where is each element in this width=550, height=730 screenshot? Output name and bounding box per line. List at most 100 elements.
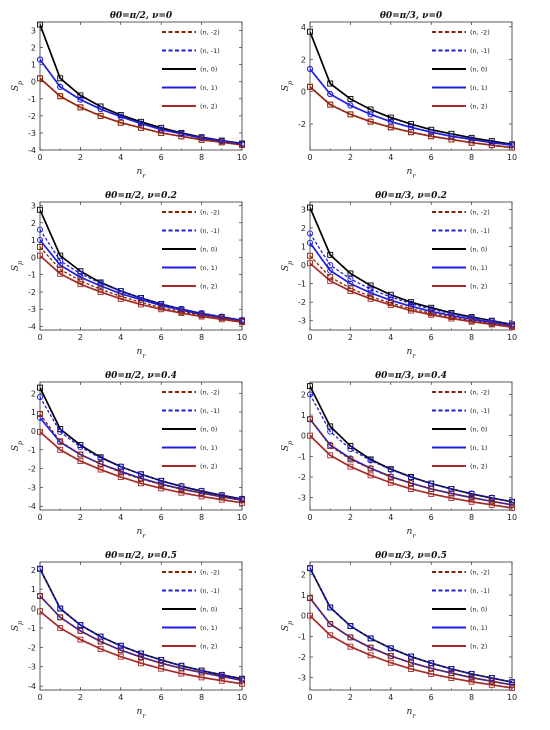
y-axis-label: Sp bbox=[281, 80, 294, 91]
x-tick-label: 10 bbox=[237, 693, 247, 702]
data-point-s1-1 bbox=[327, 443, 334, 449]
data-point-s2-3 bbox=[367, 286, 374, 293]
data-point-s1-2 bbox=[77, 451, 84, 458]
panel-title: θ0=π/2, ν=0 bbox=[110, 11, 173, 21]
data-point-s1-6 bbox=[428, 310, 435, 317]
y-axis-label: Sp bbox=[11, 80, 24, 91]
legend-label-4: (n, 1) bbox=[200, 264, 217, 272]
data-point-s2-6 bbox=[428, 480, 435, 487]
series-line-2 bbox=[40, 59, 242, 145]
y-tick-label: 2 bbox=[301, 390, 306, 399]
data-point-s5-0 bbox=[37, 608, 43, 615]
x-axis-label-main: n bbox=[407, 707, 413, 717]
data-point-s1-7 bbox=[178, 486, 185, 493]
data-point-s2-9 bbox=[218, 138, 225, 145]
y-axis-label-main: S bbox=[281, 265, 291, 271]
data-point-s1-2 bbox=[77, 627, 84, 634]
data-point-s2-3 bbox=[97, 105, 104, 113]
data-point-s2-9 bbox=[488, 139, 495, 146]
data-point-s2-4 bbox=[117, 463, 124, 470]
legend-label-4: (n, 1) bbox=[200, 84, 217, 92]
data-point-s1-2 bbox=[347, 111, 354, 118]
y-axis-label: Sp bbox=[11, 260, 24, 271]
y-axis-label-main: S bbox=[281, 625, 291, 631]
data-point-s3-4 bbox=[387, 114, 394, 121]
data-point-s1-0 bbox=[37, 592, 43, 599]
data-point-s1-1 bbox=[57, 93, 64, 100]
y-tick-label: 1 bbox=[31, 585, 36, 594]
x-tick-label: 10 bbox=[237, 153, 247, 162]
y-tick-label: 2 bbox=[31, 219, 36, 228]
data-point-s1-4 bbox=[117, 647, 124, 654]
data-point-s2-9 bbox=[218, 491, 225, 498]
data-point-s3-1 bbox=[327, 80, 334, 87]
x-tick-label: 10 bbox=[507, 693, 517, 702]
data-point-s2-9 bbox=[488, 494, 495, 501]
data-point-s5-1 bbox=[327, 277, 334, 284]
data-point-s2-4 bbox=[117, 642, 124, 649]
y-axis-label: Sp bbox=[281, 440, 294, 451]
data-point-s5-6 bbox=[428, 670, 435, 677]
x-tick-label: 10 bbox=[507, 153, 517, 162]
legend-label-3: (n, 0) bbox=[470, 66, 487, 74]
data-point-s1-6 bbox=[158, 660, 165, 667]
panel-title: θ0=π/3, ν=0.5 bbox=[375, 551, 447, 561]
y-tick-label: -1 bbox=[28, 624, 36, 633]
chart-panel-7: θ0=π/2, ν=0.5 0 2 4 6 8 10 -4 -3 -2 -1 0 1 2 nr Sp (n, -… bbox=[11, 551, 247, 720]
chart-panel-6: θ0=π/3, ν=0.4 0 2 4 6 8 10 -3 -2 -1 0 1 2 nr Sp (n, -2)… bbox=[281, 371, 517, 540]
data-point-s1-7 bbox=[178, 133, 185, 140]
data-point-s1-0 bbox=[307, 595, 313, 602]
data-point-s5-2 bbox=[77, 281, 84, 288]
data-point-s2-0 bbox=[36, 56, 44, 63]
x-axis-label-sub: r bbox=[412, 352, 416, 360]
data-point-s2-6 bbox=[158, 477, 165, 484]
data-point-s5-6 bbox=[158, 485, 165, 492]
x-axis-label-main: n bbox=[137, 347, 143, 357]
data-point-s1-7 bbox=[448, 136, 455, 143]
y-tick-label: -1 bbox=[298, 452, 306, 461]
data-point-s1-4 bbox=[387, 124, 394, 131]
y-tick-label: -2 bbox=[298, 120, 306, 129]
data-point-s4-2 bbox=[77, 274, 84, 281]
series-line-5 bbox=[310, 262, 512, 329]
y-axis-label-main: S bbox=[281, 85, 291, 91]
x-axis-label: nr bbox=[137, 167, 147, 180]
series-line-5 bbox=[310, 615, 512, 689]
series-line-1 bbox=[310, 597, 512, 686]
y-axis-label-sub: p bbox=[286, 80, 294, 85]
data-point-s1-2 bbox=[77, 277, 84, 284]
y-tick-label: -2 bbox=[298, 653, 306, 662]
y-tick-label: -2 bbox=[298, 473, 306, 482]
y-tick-label: -3 bbox=[298, 494, 306, 503]
data-point-s5-4 bbox=[117, 653, 124, 660]
data-point-s2-0 bbox=[36, 394, 44, 401]
x-axis-label: nr bbox=[407, 527, 417, 540]
data-point-s2-7 bbox=[448, 485, 455, 492]
data-point-s2-1 bbox=[57, 605, 64, 612]
x-axis-label-main: n bbox=[137, 707, 143, 717]
data-point-s1-0 bbox=[37, 75, 43, 82]
data-point-s5-2 bbox=[347, 463, 354, 470]
data-point-s5-0 bbox=[37, 428, 43, 435]
panel-title: θ0=π/2, ν=0.4 bbox=[105, 371, 177, 381]
data-point-s2-10 bbox=[238, 495, 246, 502]
data-point-s2-6 bbox=[158, 301, 165, 308]
legend-label-5: (n, 2) bbox=[470, 643, 487, 651]
data-point-s2-4 bbox=[387, 645, 394, 652]
x-tick-label: 10 bbox=[507, 513, 517, 522]
data-point-s2-10 bbox=[238, 316, 246, 324]
data-point-s1-1 bbox=[57, 266, 64, 273]
x-tick-label: 2 bbox=[348, 693, 353, 702]
chart-panel-3: θ0=π/2, ν=0.2 0 2 4 6 8 10 -4 -3 -2 -1 0 1 2 3 nr Sp (n, … bbox=[11, 191, 247, 360]
chart-panel-2: θ0=π/3, ν=0 0 2 4 6 8 10 -2 0 2 4 nr Sp (n, -2) (n, -1… bbox=[281, 11, 517, 180]
x-tick-label: 2 bbox=[348, 333, 353, 342]
data-point-s5-3 bbox=[367, 652, 374, 659]
x-axis-label-sub: r bbox=[142, 712, 146, 720]
data-point-s1-8 bbox=[468, 317, 475, 324]
y-axis-label: Sp bbox=[281, 620, 294, 631]
y-tick-label: -1 bbox=[28, 271, 36, 280]
x-axis-label-main: n bbox=[407, 167, 413, 177]
data-point-s1-5 bbox=[138, 654, 144, 660]
data-point-s4-1 bbox=[57, 262, 64, 269]
x-axis-label: nr bbox=[137, 707, 147, 720]
